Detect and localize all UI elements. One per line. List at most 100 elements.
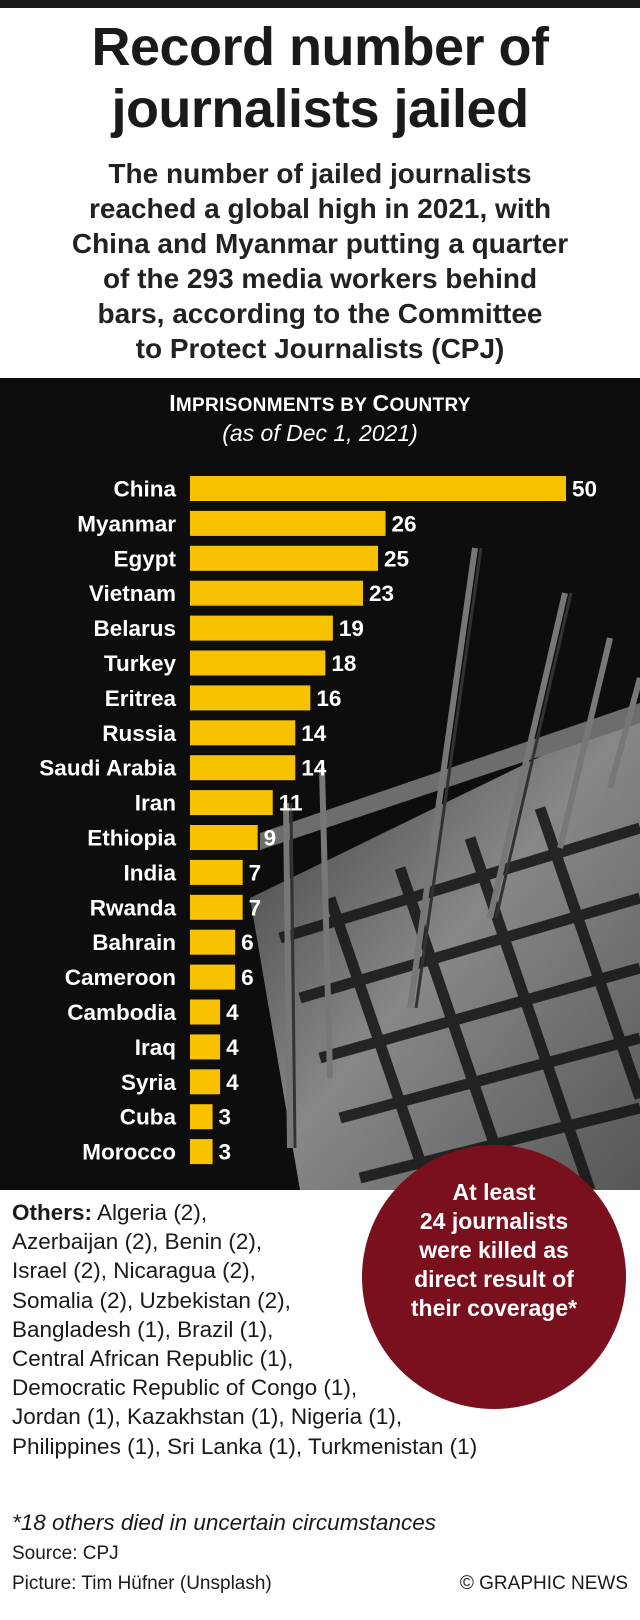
value-label: 4 xyxy=(226,1070,239,1095)
category-label: Iraq xyxy=(135,1035,176,1060)
bar xyxy=(190,825,258,850)
callout-line: direct result of xyxy=(414,1266,574,1292)
category-label: Cuba xyxy=(120,1105,177,1130)
value-label: 4 xyxy=(226,1000,239,1025)
subtitle: The number of jailed journalists reached… xyxy=(20,156,620,366)
value-label: 4 xyxy=(226,1035,239,1060)
category-label: Morocco xyxy=(82,1140,176,1165)
source-credit: Source: CPJ xyxy=(12,1543,119,1564)
title-line-1: Record number of xyxy=(91,17,549,77)
footnote: *18 others died in uncertain circumstanc… xyxy=(12,1510,436,1535)
value-label: 50 xyxy=(572,477,597,502)
copyright: © GRAPHIC NEWS xyxy=(459,1573,628,1594)
bar xyxy=(190,929,236,955)
bar xyxy=(190,1139,213,1165)
value-label: 3 xyxy=(219,1105,232,1130)
bar xyxy=(190,650,326,676)
subtitle-line: reached a global high in 2021, with xyxy=(88,193,552,224)
subtitle-line: bars, according to the Committee xyxy=(97,298,543,329)
top-rule xyxy=(0,0,640,8)
others-line: Others: Algeria (2), xyxy=(12,1198,612,1227)
category-label: Cameroon xyxy=(65,965,176,990)
bar xyxy=(190,964,236,990)
bar xyxy=(190,859,243,885)
others-label: Others: xyxy=(12,1200,93,1225)
bar xyxy=(190,1104,213,1130)
value-label: 23 xyxy=(369,581,394,606)
chart-subheading: (as of Dec 1, 2021) xyxy=(222,420,418,446)
bar xyxy=(190,615,333,641)
others-line: Jordan (1), Kazakhstan (1), Nigeria (1), xyxy=(12,1404,403,1430)
value-label: 7 xyxy=(249,895,262,920)
bar xyxy=(190,755,296,781)
prison-bars-photo xyxy=(250,547,640,1190)
others-line: Somalia (2), Uzbekistan (2), xyxy=(12,1287,291,1313)
value-label: 3 xyxy=(219,1140,232,1165)
value-label: 6 xyxy=(241,965,254,990)
bar xyxy=(190,545,378,571)
category-label: Myanmar xyxy=(77,511,176,536)
value-label: 18 xyxy=(331,651,356,676)
value-label: 9 xyxy=(264,826,277,851)
bar xyxy=(190,720,296,746)
value-label: 11 xyxy=(279,791,303,816)
others-list: Others: Algeria (2), Azerbaijan (2), Ben… xyxy=(12,1198,612,1461)
bar xyxy=(190,476,566,501)
title-line-2: journalists jailed xyxy=(111,79,529,139)
bar-chart: China 50 Myanmar 26 Egypt 25 Vietnam 23 Belarus 1… xyxy=(39,476,597,1165)
category-label: Vietnam xyxy=(89,581,176,606)
category-label: China xyxy=(113,477,176,502)
others-line: Bangladesh (1), Brazil (1), xyxy=(12,1316,274,1342)
heading-cap: I xyxy=(169,390,176,416)
picture-credit: Picture: Tim Hüfner (Unsplash) xyxy=(12,1573,272,1594)
others-line: Democratic Republic of Congo (1), xyxy=(12,1375,358,1401)
category-label: Russia xyxy=(102,721,176,746)
category-label: Iran xyxy=(135,791,176,816)
bar xyxy=(190,685,311,711)
heading-cap: C xyxy=(372,390,390,416)
callout-line: At least xyxy=(452,1179,536,1205)
page-title: Record number of journalists jailed xyxy=(0,16,640,140)
heading-small-caps: MPRISONMENTS BY xyxy=(175,395,373,416)
value-label: 26 xyxy=(392,511,417,536)
category-label: Rwanda xyxy=(90,895,177,920)
others-first-entry: Algeria (2), xyxy=(92,1200,208,1225)
category-label: Belarus xyxy=(93,616,176,641)
category-label: Egypt xyxy=(113,546,176,571)
others-line: Israel (2), Nicaragua (2), xyxy=(12,1258,256,1284)
category-label: Turkey xyxy=(104,651,177,676)
heading-small-caps: OUNTRY xyxy=(389,395,471,416)
category-label: Syria xyxy=(121,1070,177,1095)
category-label: India xyxy=(123,860,176,885)
callout-line: were killed as xyxy=(419,1237,569,1263)
others-line: Central African Republic (1), xyxy=(12,1346,294,1372)
bar xyxy=(190,510,386,536)
category-label: Cambodia xyxy=(67,1000,176,1025)
category-label: Saudi Arabia xyxy=(39,756,176,781)
subtitle-line: The number of jailed journalists xyxy=(108,158,532,189)
others-line: Philippines (1), Sri Lanka (1), Turkmeni… xyxy=(12,1433,478,1459)
value-label: 14 xyxy=(301,721,327,746)
callout-line: their coverage* xyxy=(410,1295,578,1321)
callout-text: At least 24 journalists were killed as d… xyxy=(372,1178,616,1323)
value-label: 6 xyxy=(241,930,254,955)
bar xyxy=(190,894,243,920)
subtitle-line: of the 293 media workers behind xyxy=(102,263,538,294)
value-label: 19 xyxy=(339,616,364,641)
value-label: 16 xyxy=(316,686,341,711)
callout-circle xyxy=(362,1145,626,1409)
bar xyxy=(190,1069,221,1095)
category-label: Bahrain xyxy=(92,930,176,955)
bar xyxy=(190,580,363,606)
bar xyxy=(190,1034,221,1060)
callout-line: 24 journalists xyxy=(419,1208,569,1234)
subtitle-line: China and Myanmar putting a quarter xyxy=(71,228,569,259)
value-label: 25 xyxy=(384,546,409,571)
bar xyxy=(190,790,273,816)
bar xyxy=(190,999,221,1025)
chart-heading: IMPRISONMENTS BY COUNTRY xyxy=(0,390,640,417)
subtitle-line: to Protect Journalists (CPJ) xyxy=(135,333,505,364)
others-line: Azerbaijan (2), Benin (2), xyxy=(12,1229,263,1255)
value-label: 14 xyxy=(301,756,327,781)
value-label: 7 xyxy=(249,860,262,885)
